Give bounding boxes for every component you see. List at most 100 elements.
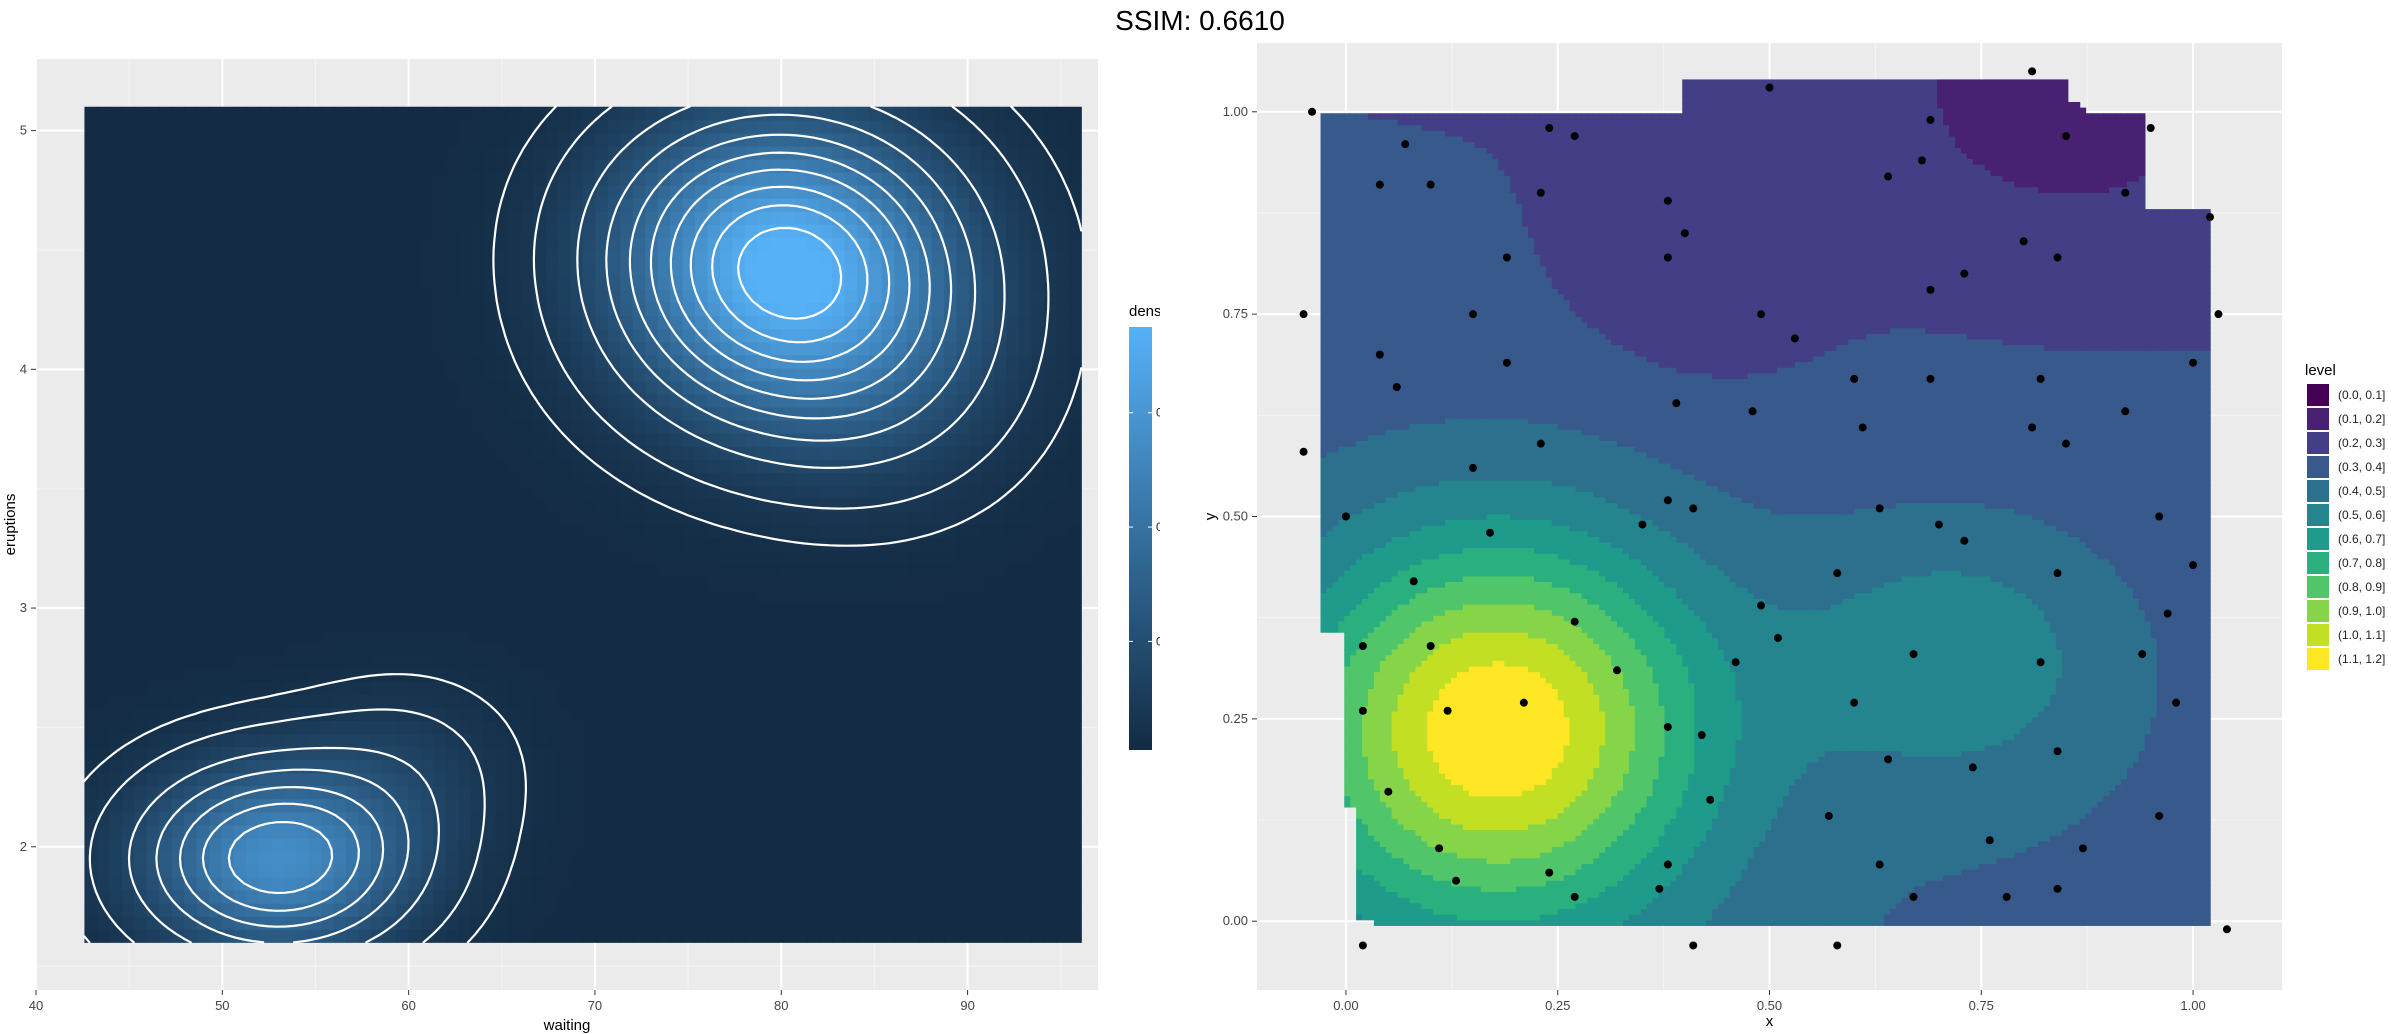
density-tile <box>1006 929 1020 943</box>
density-tile <box>607 916 621 930</box>
density-tile <box>931 916 945 930</box>
density-tile <box>632 929 646 943</box>
density-tile <box>1031 903 1045 917</box>
density-tile <box>844 903 858 917</box>
density-tile <box>757 929 771 943</box>
density-tile <box>694 929 709 943</box>
density-tile <box>719 929 733 943</box>
density-tile <box>707 929 721 943</box>
density-tile <box>358 929 372 943</box>
density-tile <box>134 929 148 943</box>
density-tile <box>221 903 235 917</box>
density-tile <box>931 929 945 943</box>
density-tile <box>545 903 559 917</box>
density-tile <box>321 903 335 917</box>
density-tile <box>1031 929 1045 943</box>
density-tile <box>271 929 285 943</box>
density-tile <box>682 916 696 930</box>
density-tile <box>844 929 858 943</box>
density-tile <box>495 903 509 917</box>
density-tile <box>383 903 397 917</box>
density-tile <box>744 916 758 930</box>
density-tile <box>906 929 920 943</box>
density-tile <box>969 929 983 943</box>
density-tile <box>919 929 933 943</box>
density-tile <box>969 903 983 917</box>
density-tile <box>744 929 758 943</box>
density-tile <box>433 903 447 917</box>
density-tile <box>159 903 173 917</box>
density-tile <box>782 929 796 943</box>
density-tile <box>994 903 1008 917</box>
density-tile <box>981 916 995 930</box>
density-tile <box>931 903 945 917</box>
density-tile <box>84 903 98 917</box>
density-tile <box>757 903 771 917</box>
density-tile <box>881 903 895 917</box>
density-tile <box>607 903 621 917</box>
density-tile <box>881 916 895 930</box>
density-tile <box>408 916 422 930</box>
density-tile <box>1056 929 1070 943</box>
density-tile <box>782 916 796 930</box>
density-tile <box>146 903 160 917</box>
density-tile <box>645 903 659 917</box>
density-tile <box>657 916 671 930</box>
density-tile <box>495 929 509 943</box>
density-tile <box>645 929 659 943</box>
density-tile <box>794 903 808 917</box>
density-tile <box>196 929 210 943</box>
density-tile <box>582 903 596 917</box>
density-tile <box>1043 903 1057 917</box>
density-tile <box>994 916 1008 930</box>
density-tile <box>707 903 721 917</box>
density-tile <box>981 929 995 943</box>
density-tile <box>458 903 472 917</box>
density-tile <box>1068 929 1082 943</box>
density-tile <box>919 903 933 917</box>
density-tile <box>595 903 609 917</box>
density-tile <box>694 916 709 930</box>
density-tile <box>856 929 871 943</box>
density-tile <box>694 903 709 917</box>
density-tile <box>233 903 248 917</box>
density-tile <box>84 890 98 904</box>
density-tile <box>819 916 833 930</box>
density-tile <box>719 903 733 917</box>
density-tile <box>395 929 409 943</box>
density-tile <box>620 916 634 930</box>
density-tile <box>894 929 908 943</box>
density-tile <box>794 916 808 930</box>
density-tile <box>557 916 571 930</box>
density-tile <box>856 903 871 917</box>
density-tile <box>807 916 821 930</box>
density-tile <box>657 903 671 917</box>
density-tile <box>171 903 185 917</box>
density-tile <box>807 903 821 917</box>
density-tile <box>545 929 559 943</box>
density-tile <box>856 916 871 930</box>
density-tile <box>881 929 895 943</box>
density-tile <box>1068 916 1082 930</box>
density-tile <box>620 929 634 943</box>
density-tile <box>1006 903 1020 917</box>
density-tile <box>483 929 497 943</box>
density-tile <box>944 929 958 943</box>
density-tile <box>807 929 821 943</box>
density-tile <box>96 929 110 943</box>
density-tile <box>956 916 970 930</box>
density-tile <box>109 903 123 917</box>
density-tile <box>1006 916 1020 930</box>
density-tile <box>956 903 970 917</box>
density-tile <box>906 916 920 930</box>
density-tile <box>782 903 796 917</box>
density-tile <box>246 929 260 943</box>
density-tile <box>333 916 347 930</box>
density-tile <box>557 903 571 917</box>
density-tile <box>171 916 185 930</box>
density-tile <box>520 916 534 930</box>
density-tile <box>134 916 148 930</box>
density-tile <box>346 929 360 943</box>
density-tile <box>159 916 173 930</box>
